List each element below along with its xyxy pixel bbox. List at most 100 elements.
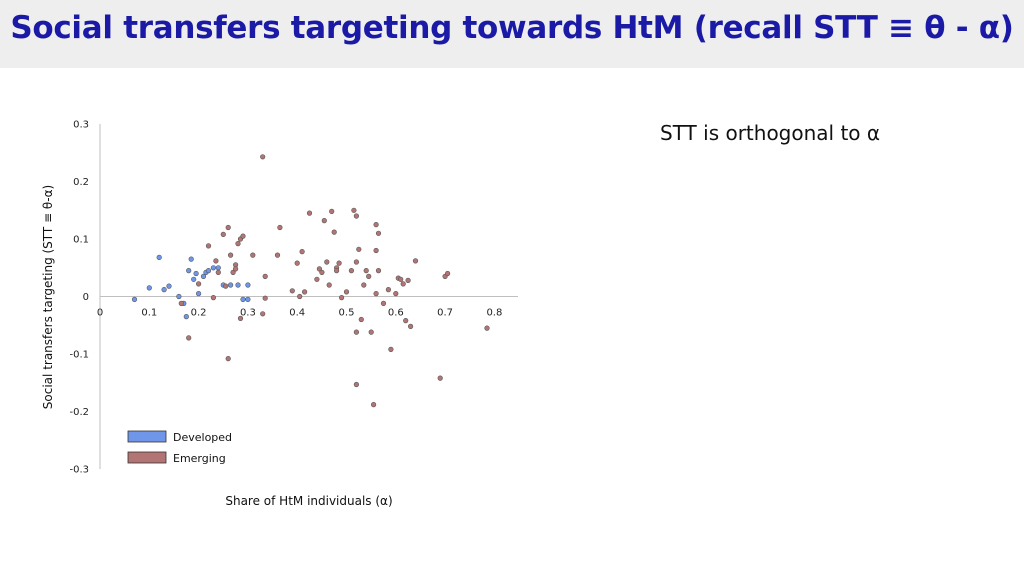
y-tick-label: -0.3 (69, 465, 89, 476)
x-tick-label: 0 (97, 308, 103, 319)
data-point-emerging (388, 346, 394, 353)
data-point-emerging (289, 288, 295, 294)
y-tick-label: 0 (83, 292, 89, 303)
data-point-developed (156, 254, 162, 260)
data-point-emerging (363, 268, 369, 274)
data-point-emerging (262, 295, 268, 301)
data-point-developed (131, 296, 138, 303)
data-point-emerging (339, 295, 345, 301)
x-tick-label: 0.7 (437, 308, 453, 319)
data-point-emerging (356, 246, 362, 252)
data-point-emerging (405, 277, 411, 284)
data-point-developed (210, 265, 216, 271)
data-point-emerging (393, 291, 399, 297)
x-tick-label: 0.5 (339, 308, 355, 319)
data-point-emerging (250, 252, 256, 258)
x-axis: 0 0.1 0.2 0.3 0.4 0.5 0.6 0.7 0.8 (97, 296, 518, 319)
data-point-emerging (319, 269, 325, 276)
data-point-developed (166, 283, 172, 289)
data-point-emerging (373, 222, 379, 228)
data-point-emerging (375, 230, 382, 236)
data-point-developed (235, 282, 241, 288)
data-point-developed (228, 282, 234, 288)
data-point-developed (193, 270, 199, 277)
data-point-emerging (277, 224, 283, 231)
y-axis: 0.3 0.2 0.1 0 -0.1 -0.2 -0.3 (69, 120, 101, 476)
data-point-emerging (380, 300, 387, 307)
y-axis-label: Social transfers targeting (STT ≡ θ-α) (41, 185, 55, 409)
x-tick-label: 0.1 (141, 308, 157, 319)
data-point-emerging (403, 318, 409, 324)
data-point-emerging (445, 270, 451, 277)
data-point-emerging (274, 252, 281, 258)
data-point-emerging (324, 259, 330, 265)
data-point-developed (176, 293, 182, 300)
data-point-emerging (368, 329, 374, 335)
data-point-emerging (225, 356, 231, 362)
data-point-emerging (400, 281, 406, 287)
data-point-emerging (178, 300, 184, 307)
data-point-developed (146, 285, 152, 291)
data-point-emerging (215, 269, 221, 276)
data-point-emerging (371, 402, 377, 408)
data-point-developed (215, 265, 221, 271)
data-point-developed (205, 268, 212, 274)
data-point-developed (200, 273, 207, 280)
data-point-emerging (437, 375, 443, 381)
legend-label-developed: Developed (173, 431, 232, 444)
data-point-emerging (235, 241, 241, 247)
data-point-emerging (316, 266, 323, 272)
data-point-emerging (306, 210, 313, 216)
data-point-emerging (343, 289, 350, 295)
data-point-emerging (408, 323, 414, 330)
legend: Developed Emerging (127, 430, 232, 465)
x-tick-label: 0.3 (240, 308, 256, 319)
data-point-developed (245, 282, 251, 288)
data-point-emerging (314, 276, 320, 282)
data-point-emerging (294, 260, 300, 266)
data-point-emerging (240, 233, 246, 239)
slide-title: Social transfers targeting towards HtM (… (10, 10, 1014, 46)
data-point-developed (161, 287, 167, 293)
data-point-emerging (262, 273, 268, 280)
data-point-emerging (329, 208, 335, 214)
data-point-emerging (225, 224, 231, 231)
data-point-emerging (348, 268, 355, 274)
data-point-emerging (213, 258, 219, 264)
legend-swatch-emerging (127, 451, 167, 464)
data-point-emerging (230, 269, 236, 276)
data-point-emerging (358, 316, 364, 323)
x-axis-label: Share of HtM individuals (α) (225, 494, 392, 508)
title-bar (0, 0, 1024, 68)
data-point-emerging (353, 381, 360, 388)
data-point-emerging (373, 247, 379, 254)
data-point-developed (191, 276, 197, 282)
data-point-emerging (331, 229, 337, 235)
x-tick-label: 0.8 (486, 308, 502, 319)
data-point-emerging (375, 268, 382, 274)
data-point-developed (245, 296, 251, 303)
data-points (131, 154, 490, 408)
legend-swatch-developed (127, 430, 167, 443)
data-point-emerging (186, 335, 192, 341)
x-tick-label: 0.6 (388, 308, 404, 319)
data-point-emerging (233, 266, 239, 272)
x-tick-label: 0.2 (191, 308, 207, 319)
data-point-emerging (297, 293, 303, 300)
legend-label-emerging: Emerging (173, 452, 226, 465)
data-point-emerging (321, 218, 327, 224)
data-point-emerging (385, 287, 392, 293)
data-point-emerging (220, 231, 226, 237)
data-point-emerging (351, 207, 357, 213)
data-point-developed (186, 268, 192, 274)
data-point-developed (240, 296, 246, 303)
data-point-emerging (302, 289, 308, 295)
data-point-emerging (260, 311, 266, 317)
data-point-emerging (353, 213, 360, 219)
x-tick-label: 0.4 (289, 308, 305, 319)
data-point-emerging (484, 325, 490, 331)
data-point-emerging (373, 291, 379, 297)
data-point-developed (183, 314, 189, 320)
data-point-emerging (228, 252, 234, 258)
